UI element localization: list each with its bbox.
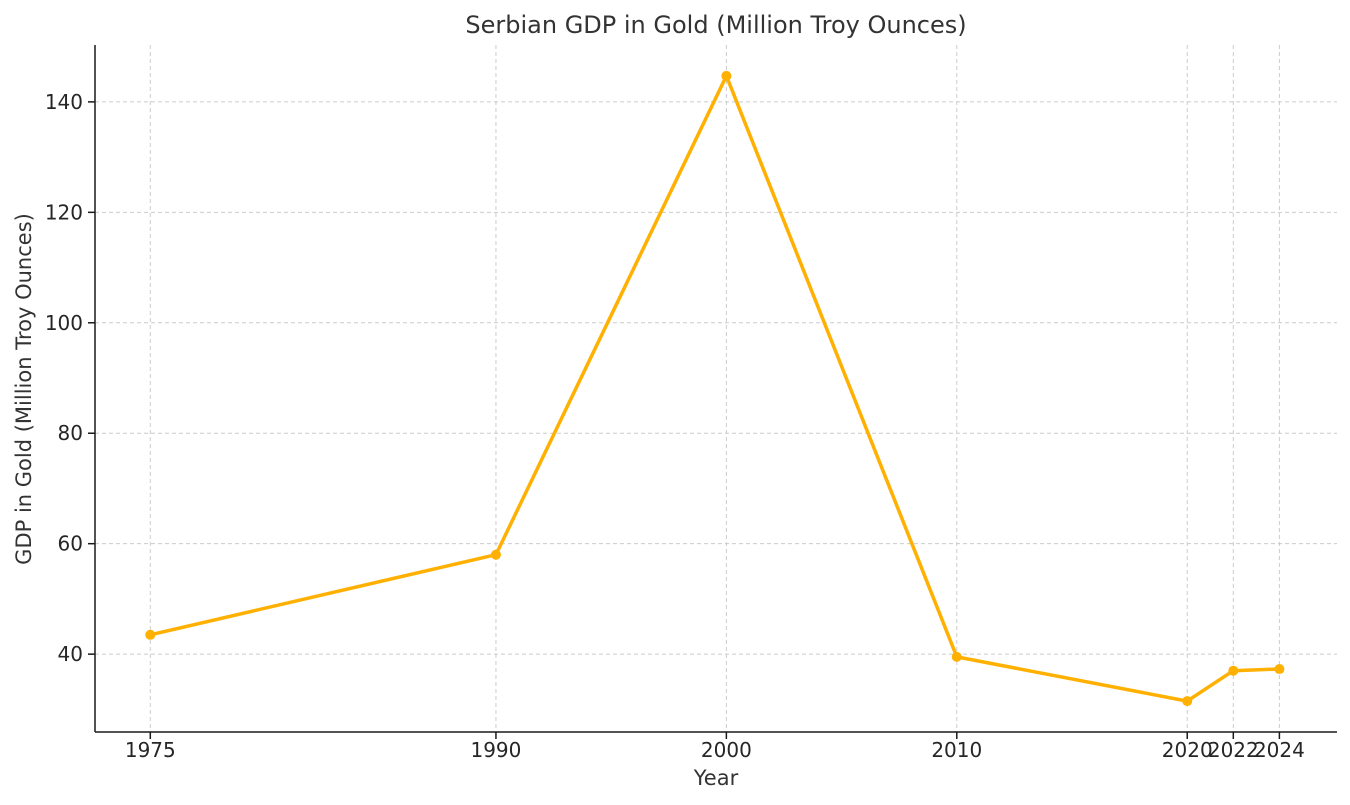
x-tick-label: 2010 [931, 738, 982, 762]
x-tick-label: 1975 [125, 738, 176, 762]
y-tick-label: 40 [58, 642, 83, 666]
grid-lines [95, 45, 1337, 732]
series-line [148, 74, 1282, 703]
data-point [951, 651, 962, 662]
data-point [721, 70, 732, 81]
y-axis-label: GDP in Gold (Million Troy Ounces) [12, 213, 36, 565]
data-point [1274, 664, 1285, 675]
x-tick-label: 2020 [1162, 738, 1213, 762]
data-point [145, 629, 156, 640]
x-tick-label: 1990 [470, 738, 521, 762]
x-tick-label: 2022 [1208, 738, 1259, 762]
series-gdp [145, 70, 1285, 707]
y-tick-label: 120 [45, 200, 83, 224]
x-axis-label: Year [693, 766, 739, 790]
x-tick-label: 2000 [701, 738, 752, 762]
y-tick-label: 100 [45, 311, 83, 335]
data-point [1228, 665, 1239, 676]
x-tick-label: 2024 [1254, 738, 1305, 762]
y-tick-label: 80 [58, 421, 83, 445]
y-tick-label: 140 [45, 90, 83, 114]
data-point [1182, 696, 1193, 707]
axes [94, 45, 1337, 733]
data-point [490, 549, 501, 560]
chart-title: Serbian GDP in Gold (Million Troy Ounces… [465, 11, 966, 39]
y-tick-label: 60 [58, 532, 83, 556]
